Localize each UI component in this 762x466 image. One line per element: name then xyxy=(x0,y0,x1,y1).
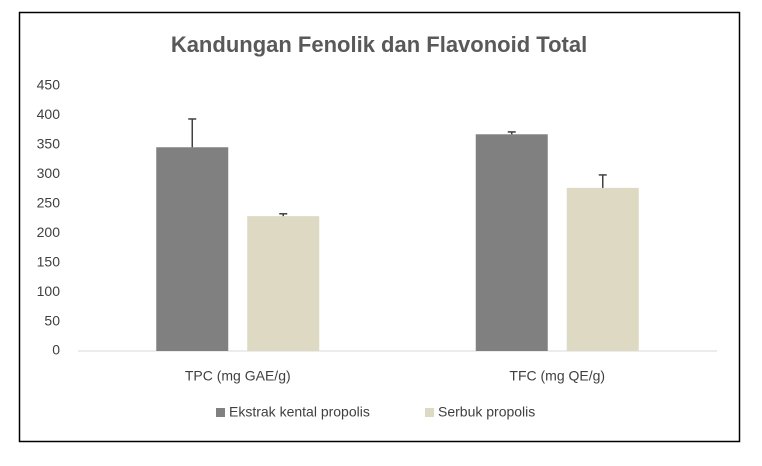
legend-label: Serbuk propolis xyxy=(438,404,535,420)
y-tick-label: 350 xyxy=(37,136,61,152)
chart-title: Kandungan Fenolik dan Flavonoid Total xyxy=(171,32,587,57)
error-bar xyxy=(188,118,197,148)
error-bar xyxy=(279,213,288,217)
legend-swatch xyxy=(216,408,225,417)
y-tick-label: 450 xyxy=(37,77,61,93)
bar xyxy=(475,134,548,351)
bar xyxy=(247,216,320,351)
error-bar xyxy=(507,131,516,135)
legend-label: Ekstrak kental propolis xyxy=(229,404,370,420)
y-tick-label: 400 xyxy=(37,106,61,122)
y-tick-label: 0 xyxy=(52,342,60,358)
y-tick-label: 100 xyxy=(37,283,61,299)
error-bar xyxy=(598,174,607,188)
y-tick-label: 300 xyxy=(37,165,61,181)
bar xyxy=(156,147,229,351)
legend-swatch xyxy=(425,408,434,417)
bar xyxy=(566,187,639,351)
y-tick-label: 200 xyxy=(37,224,61,240)
y-tick-label: 250 xyxy=(37,194,61,210)
x-tick-label: TPC (mg GAE/g) xyxy=(185,368,291,384)
x-tick-label: TFC (mg QE/g) xyxy=(509,368,605,384)
y-tick-label: 50 xyxy=(44,312,60,328)
y-tick-label: 150 xyxy=(37,253,61,269)
